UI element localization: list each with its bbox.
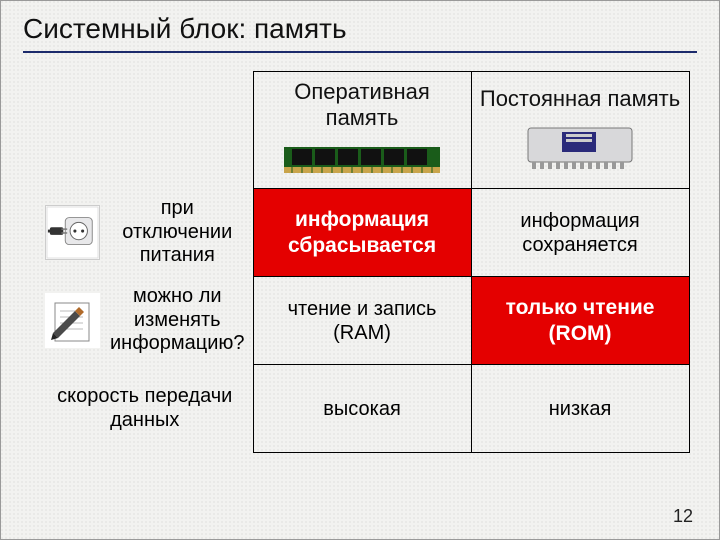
title-rule [23, 51, 697, 53]
page-number: 12 [673, 506, 693, 527]
cell-rom: только чтение (ROM) [471, 277, 689, 365]
cell-rom: информация сохраняется [471, 189, 689, 277]
row-label-text: при отключении питания [110, 197, 245, 268]
memory-table: Оперативная память [37, 71, 690, 453]
row-label-cell: при отключении питания [37, 189, 253, 277]
row-label-text: скорость передачи данных [45, 385, 245, 432]
header-row: Оперативная память [37, 72, 689, 189]
cell-ram: чтение и запись (RAM) [253, 277, 471, 365]
table-row: можно ли изменять информацию? чтение и з… [37, 277, 689, 365]
cell-ram: высокая [253, 365, 471, 453]
cell-rom: низкая [471, 365, 689, 453]
row-label-cell: скорость передачи данных [37, 365, 253, 453]
row-label-cell: можно ли изменять информацию? [37, 277, 253, 365]
ram-stick-icon [282, 139, 442, 179]
table-row: при отключении питания информация сбрасы… [37, 189, 689, 277]
table-row: скорость передачи данных высокая низкая [37, 365, 689, 453]
header-rom: Постоянная память [471, 72, 689, 189]
header-ram-label: Оперативная память [255, 73, 470, 135]
header-rom-label: Постоянная память [473, 80, 688, 116]
header-ram: Оперативная память [253, 72, 471, 189]
plug-icon [45, 205, 100, 260]
row-label-text: можно ли изменять информацию? [110, 285, 245, 356]
note-icon [45, 293, 100, 348]
cell-ram: информация сбрасывается [253, 189, 471, 277]
rom-chip-icon [520, 120, 640, 172]
header-empty [37, 72, 253, 189]
slide-title: Системный блок: память [23, 13, 697, 45]
